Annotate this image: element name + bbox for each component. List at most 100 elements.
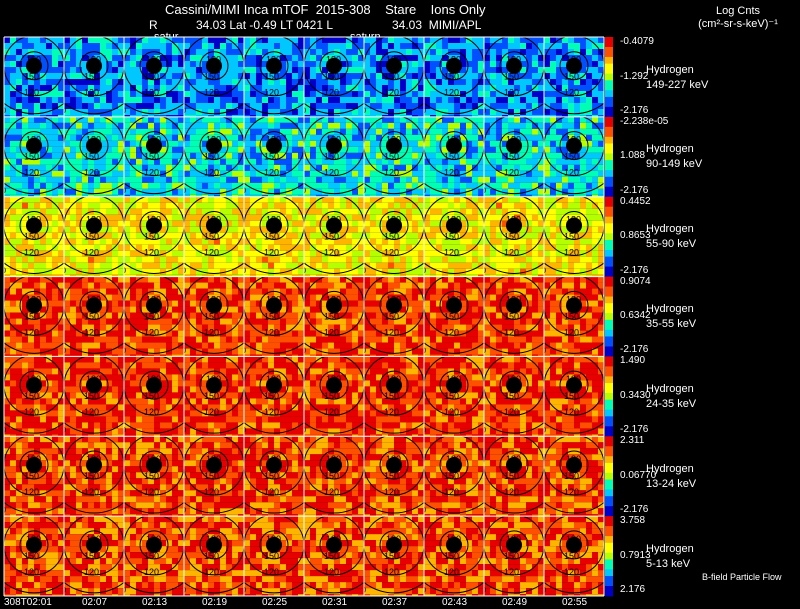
- units-line-2: (cm²-sr-s-keV)⁻¹: [698, 18, 778, 30]
- pixel: [592, 79, 598, 85]
- pixel: [244, 115, 250, 117]
- pixel: [46, 354, 52, 357]
- pixel: [556, 128, 562, 135]
- pixel: [520, 202, 526, 209]
- pixel: [370, 122, 376, 129]
- pixel: [178, 73, 184, 79]
- pixel: [46, 109, 52, 115]
- pixel: [190, 55, 196, 61]
- pixel: [598, 214, 604, 221]
- pixel: [10, 294, 16, 301]
- pixel: [52, 170, 58, 177]
- pixel: [166, 194, 172, 197]
- contour-ring-2: [304, 116, 364, 177]
- pixel: [70, 115, 76, 117]
- pixel: [112, 152, 118, 159]
- pixel: [100, 103, 106, 109]
- pixel: [82, 268, 88, 275]
- pixel: [106, 146, 112, 153]
- pixel: [166, 134, 172, 141]
- pixel: [40, 226, 46, 233]
- pixel: [142, 276, 148, 283]
- pixel: [40, 294, 46, 301]
- pixel: [226, 208, 232, 215]
- pixel: [256, 109, 262, 115]
- panel-pixels: 18015012090: [304, 37, 364, 117]
- pixel: [598, 67, 604, 73]
- pixel: [46, 336, 52, 343]
- pixel: [472, 91, 478, 97]
- pixel: [112, 226, 118, 233]
- pixel: [418, 202, 424, 209]
- pixel: [298, 97, 304, 103]
- pixel: [592, 188, 598, 195]
- pixel: [232, 55, 238, 61]
- pixel: [64, 109, 70, 115]
- pixel: [460, 67, 466, 73]
- pixel: [310, 238, 316, 245]
- pixel: [550, 232, 556, 239]
- contour-ring-3: [244, 182, 304, 195]
- pixel: [154, 244, 160, 251]
- pixel: [34, 164, 40, 171]
- pixel: [442, 214, 448, 221]
- pixel: [286, 244, 292, 251]
- pixel: [406, 97, 412, 103]
- pixel: [400, 128, 406, 135]
- pixel: [250, 194, 256, 197]
- pixel: [136, 61, 142, 67]
- contour-label: 120: [84, 88, 99, 98]
- pixel: [136, 202, 142, 209]
- saturn-disk: [206, 217, 222, 234]
- pixel: [418, 55, 424, 61]
- pixel: [130, 91, 136, 97]
- pixel: [88, 268, 94, 275]
- pixel: [310, 49, 316, 55]
- pixel: [352, 55, 358, 61]
- pixel: [382, 208, 388, 215]
- pixel: [544, 85, 550, 91]
- pixel: [592, 214, 598, 221]
- pixel: [388, 55, 394, 61]
- pixel: [364, 152, 370, 159]
- pixel: [322, 146, 328, 153]
- pixel: [586, 140, 592, 147]
- pixel: [88, 276, 94, 283]
- pixel: [52, 67, 58, 73]
- pixel: [322, 244, 328, 251]
- pixel: [226, 268, 232, 275]
- pixel: [508, 256, 514, 263]
- pixel: [526, 79, 532, 85]
- pixel: [562, 43, 568, 49]
- pixel: [544, 196, 550, 203]
- pixel: [394, 244, 400, 251]
- colorbar-segment: [605, 193, 613, 198]
- pixel: [430, 37, 436, 43]
- pixel: [172, 170, 178, 177]
- pixel: [502, 226, 508, 233]
- pixel: [106, 318, 112, 325]
- pixel: [526, 164, 532, 171]
- pixel: [352, 170, 358, 177]
- pixel: [166, 49, 172, 55]
- contour-ring-1: [19, 290, 49, 320]
- pixel: [232, 37, 238, 43]
- pixel: [10, 146, 16, 153]
- pixel: [550, 262, 556, 269]
- pixel: [286, 214, 292, 221]
- pixel: [526, 91, 532, 97]
- pixel: [172, 37, 178, 43]
- pixel: [298, 85, 304, 91]
- pixel: [328, 164, 334, 171]
- pixel: [148, 158, 154, 165]
- pixel: [202, 79, 208, 85]
- pixel: [268, 103, 274, 109]
- pixel: [82, 146, 88, 153]
- pixel: [322, 202, 328, 209]
- pixel: [496, 208, 502, 215]
- pixel: [154, 196, 160, 203]
- pixel: [238, 196, 244, 203]
- pixel: [490, 152, 496, 159]
- pixel: [256, 274, 262, 277]
- pixel: [340, 262, 346, 269]
